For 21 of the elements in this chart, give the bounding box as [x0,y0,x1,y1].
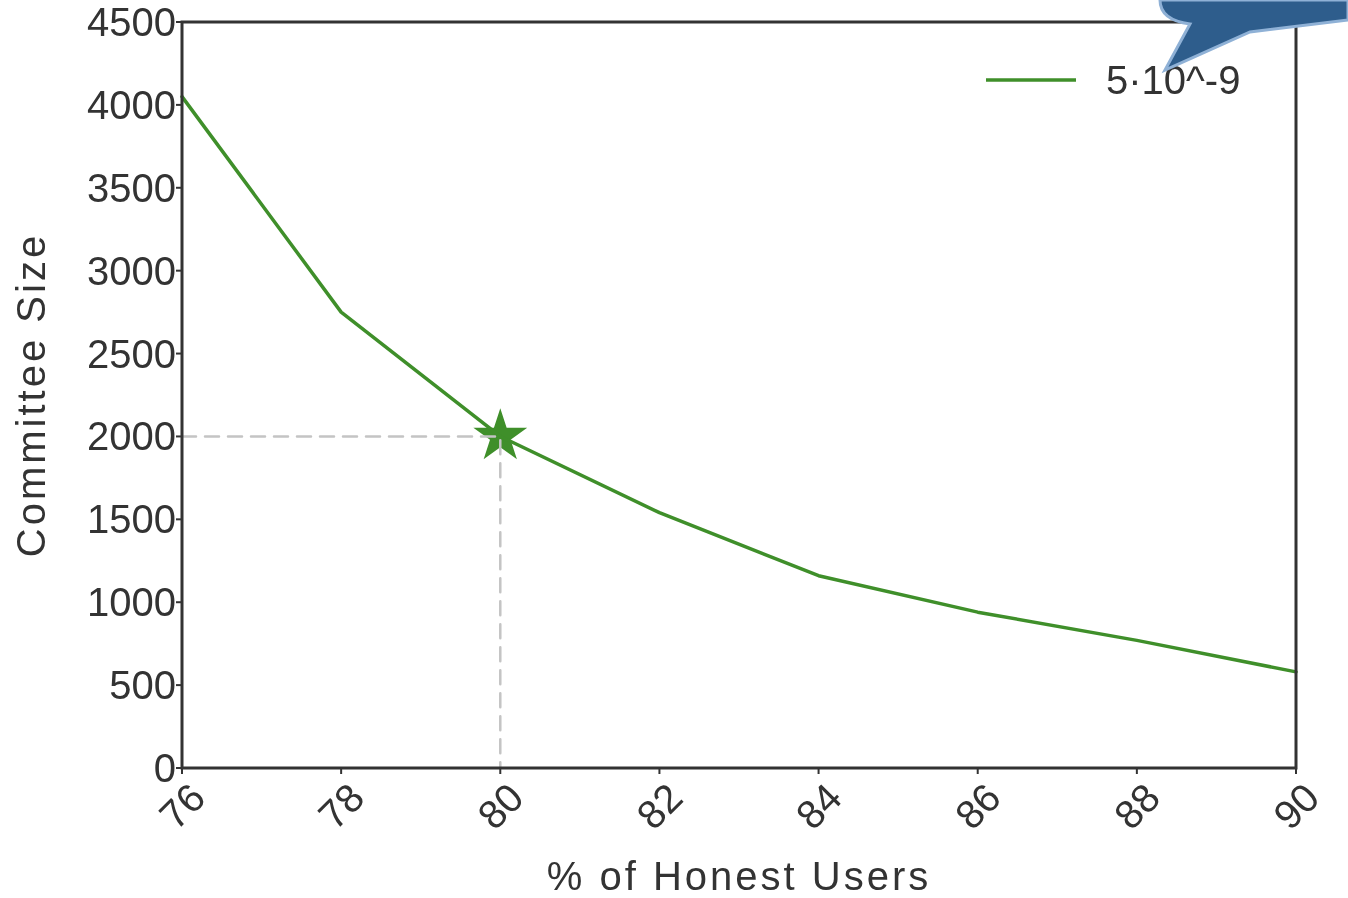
x-axis-title: % of Honest Users [546,854,932,898]
y-axis-title: Committee Size [9,232,53,558]
y-tick-label: 3500 [87,165,176,210]
x-tick-label: 84 [787,774,850,838]
y-tick-label: 1500 [87,497,176,542]
y-tick-label: 2500 [87,331,176,376]
line-series [180,94,1298,674]
legend-label: 5·10^-9 [1106,58,1241,102]
y-tick-label: 3000 [87,248,176,293]
y-tick-label: 4000 [87,82,176,127]
y-tick-label: 0 [153,746,176,790]
x-tick-label: 90 [1264,774,1328,838]
x-tick-label: 88 [1105,774,1169,838]
x-tick-label: 86 [946,774,1009,838]
y-tick-label: 4500 [87,0,176,44]
y-tick-label: 500 [109,663,176,708]
x-tick-label: 80 [469,774,532,838]
x-tick-label: 78 [309,774,373,838]
y-tick-label: 1000 [87,580,176,625]
x-tick-label: 82 [628,774,691,838]
y-tick-label: 2000 [87,414,176,459]
